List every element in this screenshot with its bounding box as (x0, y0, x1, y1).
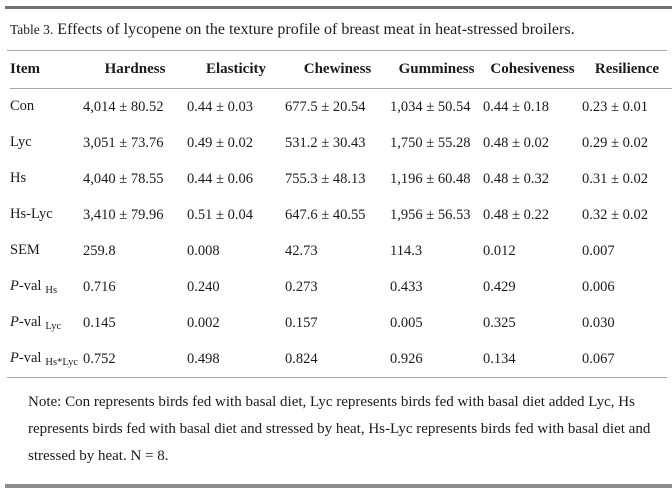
horizontal-rule-under-caption (7, 50, 667, 51)
row-label-text: -val (18, 278, 42, 294)
column-header-resilience: Resilience (582, 51, 672, 89)
table-cell: 1,750 ± 55.28 (390, 134, 471, 151)
table-row: Con 4,014 ± 80.52 0.44 ± 0.03 677.5 ± 20… (10, 89, 672, 126)
table-cell: 0.31 ± 0.02 (582, 170, 648, 187)
row-label-text: Con (10, 98, 35, 114)
table-cell: 531.2 ± 30.43 (285, 134, 366, 151)
table-caption-text: Effects of lycopene on the texture profi… (57, 21, 575, 38)
table-cell: 0.23 ± 0.01 (582, 98, 648, 115)
column-header-item: Item (10, 51, 83, 89)
table-cell: 42.73 (285, 242, 318, 259)
table-cell: 0.002 (187, 314, 220, 331)
table-caption: Table 3. Effects of lycopene on the text… (0, 9, 672, 50)
table-cell: 114.3 (390, 242, 423, 259)
row-label: Hs (10, 161, 83, 197)
table-cell: 0.157 (285, 314, 318, 331)
table-cell: 0.433 (390, 278, 423, 295)
column-header-gumminess: Gumminess (390, 51, 483, 89)
table-cell: 0.008 (187, 242, 220, 259)
table-row: P-val Hs 0.716 0.240 0.273 0.433 0.429 0.… (10, 269, 672, 305)
table-row: P-val Hs*Lyc 0.752 0.498 0.824 0.926 0.13… (10, 341, 672, 377)
row-label: SEM (10, 233, 83, 269)
table-cell: 0.030 (582, 314, 615, 331)
table-cell: 0.44 ± 0.06 (187, 170, 253, 187)
row-label: P-val Hs (10, 269, 83, 305)
table-row: P-val Lyc 0.145 0.002 0.157 0.005 0.325 0… (10, 305, 672, 341)
row-label: Con (10, 89, 83, 126)
table-cell: 0.325 (483, 314, 516, 331)
row-label-subscript: Hs*Lyc (45, 357, 79, 368)
row-label: P-val Lyc (10, 305, 83, 341)
column-header-elasticity: Elasticity (187, 51, 285, 89)
column-header-cohesiveness: Cohesiveness (483, 51, 582, 89)
table-cell: 0.498 (187, 350, 220, 367)
table-cell: 0.51 ± 0.04 (187, 206, 253, 223)
table-cell: 4,014 ± 80.52 (83, 98, 164, 115)
table-cell: 0.273 (285, 278, 318, 295)
row-label-prefix: P (10, 350, 19, 366)
horizontal-rule-bottom (5, 484, 672, 488)
table-cell: 0.48 ± 0.32 (483, 170, 549, 187)
column-header-chewiness: Chewiness (285, 51, 390, 89)
table-cell: 3,051 ± 73.76 (83, 134, 164, 151)
table-cell: 755.3 ± 48.13 (285, 170, 366, 187)
table-cell: 1,196 ± 60.48 (390, 170, 471, 187)
table-cell: 0.48 ± 0.02 (483, 134, 549, 151)
table-cell: 0.006 (582, 278, 615, 295)
table-row: Hs-Lyc 3,410 ± 79.96 0.51 ± 0.04 647.6 ±… (10, 197, 672, 233)
table-cell: 647.6 ± 40.55 (285, 206, 366, 223)
table-cell: 3,410 ± 79.96 (83, 206, 164, 223)
table-cell: 0.429 (483, 278, 516, 295)
table-cell: 0.716 (83, 278, 116, 295)
horizontal-rule-above-note (7, 377, 667, 378)
table-cell: 0.44 ± 0.03 (187, 98, 253, 115)
column-header-hardness: Hardness (83, 51, 187, 89)
table-cell: 259.8 (83, 242, 116, 259)
table-cell: 0.752 (83, 350, 116, 367)
row-label: P-val Hs*Lyc (10, 341, 83, 377)
table-cell: 0.49 ± 0.02 (187, 134, 253, 151)
row-label-subscript: Hs (45, 285, 58, 296)
texture-profile-table: Item Hardness Elasticity Chewiness Gummi… (10, 51, 672, 377)
table-cell: 1,034 ± 50.54 (390, 98, 471, 115)
table-cell: 0.240 (187, 278, 220, 295)
table-cell: 0.145 (83, 314, 116, 331)
row-label-text: -val (18, 314, 42, 330)
table-note: Note: Con represents birds fed with basa… (28, 394, 651, 464)
row-label-text: SEM (10, 242, 40, 258)
table-cell: 0.44 ± 0.18 (483, 98, 549, 115)
table-cell: 0.32 ± 0.02 (582, 206, 648, 223)
table-row: Hs 4,040 ± 78.55 0.44 ± 0.06 755.3 ± 48.… (10, 161, 672, 197)
table-cell: 0.005 (390, 314, 423, 331)
table-cell: 0.926 (390, 350, 423, 367)
table-row: SEM 259.8 0.008 42.73 114.3 0.012 0.007 (10, 233, 672, 269)
table-cell: 677.5 ± 20.54 (285, 98, 366, 115)
table-cell: 0.067 (582, 350, 615, 367)
table-cell: 4,040 ± 78.55 (83, 170, 164, 187)
row-label-text: Lyc (10, 134, 32, 150)
table-caption-label: Table 3. (10, 22, 54, 37)
table-cell: 0.48 ± 0.22 (483, 206, 549, 223)
row-label-prefix: P (10, 314, 19, 330)
table-row: Lyc 3,051 ± 73.76 0.49 ± 0.02 531.2 ± 30… (10, 125, 672, 161)
row-label: Lyc (10, 125, 83, 161)
table-cell: 1,956 ± 56.53 (390, 206, 471, 223)
table-header-row: Item Hardness Elasticity Chewiness Gummi… (10, 51, 672, 89)
row-label-prefix: P (10, 278, 19, 294)
row-label-subscript: Lyc (45, 321, 62, 332)
table-cell: 0.012 (483, 242, 516, 259)
horizontal-rule-top (5, 6, 672, 9)
table-cell: 0.007 (582, 242, 615, 259)
row-label: Hs-Lyc (10, 197, 83, 233)
row-label-text: Hs (10, 170, 27, 186)
table-cell: 0.134 (483, 350, 516, 367)
table-cell: 0.29 ± 0.02 (582, 134, 648, 151)
row-label-text: Hs-Lyc (10, 206, 53, 222)
row-label-text: -val (18, 350, 42, 366)
table-cell: 0.824 (285, 350, 318, 367)
